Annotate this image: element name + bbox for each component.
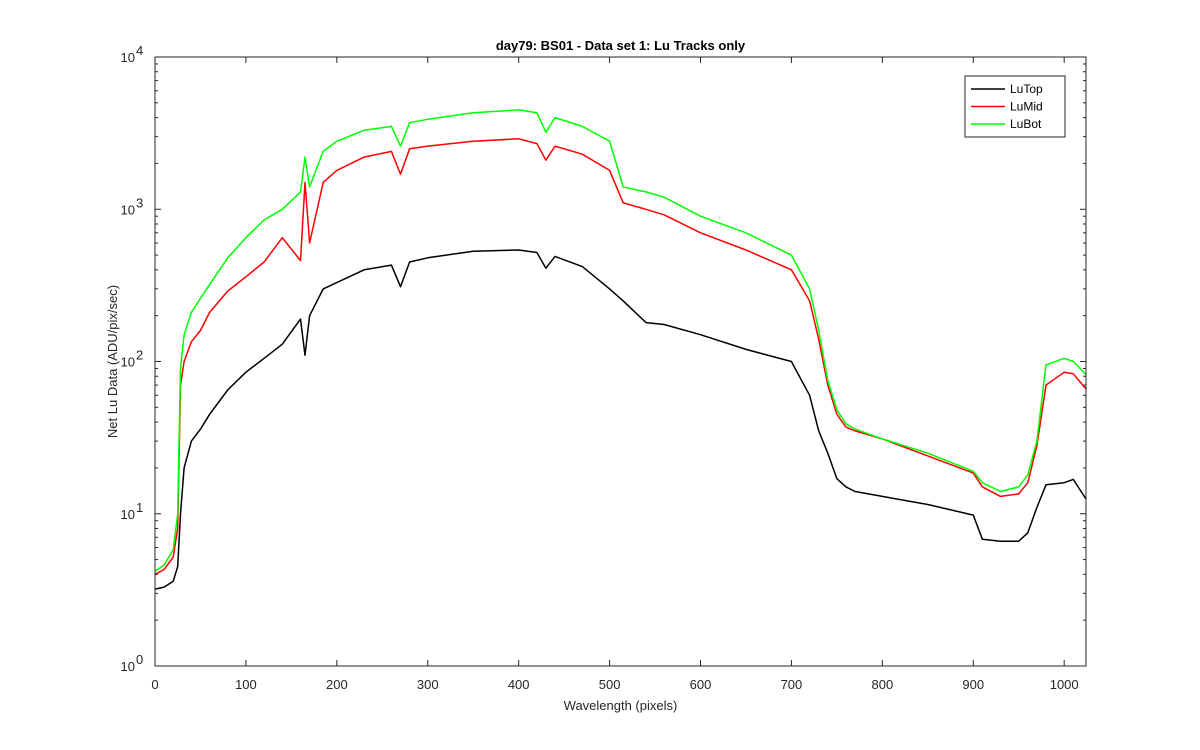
x-tick-label: 800 xyxy=(871,677,893,692)
y-tick-label-exponent: 0 xyxy=(136,652,143,667)
x-axis-label: Wavelength (pixels) xyxy=(564,698,678,713)
y-tick-label-exponent: 4 xyxy=(136,43,143,58)
x-tick-label: 700 xyxy=(781,677,803,692)
legend-label-lumid: LuMid xyxy=(1010,100,1043,114)
x-tick-label: 1000 xyxy=(1050,677,1079,692)
legend: LuTop LuMid LuBot xyxy=(964,75,1066,138)
y-tick-label: 10 xyxy=(121,50,135,65)
plot-area xyxy=(155,57,1086,666)
y-tick-label-exponent: 2 xyxy=(136,348,143,363)
y-tick-label: 10 xyxy=(121,202,135,217)
x-tick-label: 100 xyxy=(235,677,257,692)
x-tick-label: 900 xyxy=(962,677,984,692)
legend-label-lutop: LuTop xyxy=(1010,82,1043,96)
y-tick-label: 10 xyxy=(121,507,135,522)
series-line-lumid xyxy=(154,138,1087,575)
y-tick-label: 10 xyxy=(121,355,135,370)
y-tick-label: 10 xyxy=(121,659,135,674)
series-line-lutop xyxy=(154,249,1087,590)
x-tick-label: 600 xyxy=(690,677,712,692)
legend-label-lubot: LuBot xyxy=(1010,117,1042,131)
x-tick-label: 200 xyxy=(326,677,348,692)
x-tick-label: 300 xyxy=(417,677,439,692)
series-layer xyxy=(154,109,1087,590)
series-line-lubot xyxy=(154,109,1087,572)
x-tick-label: 500 xyxy=(599,677,621,692)
x-tick-label: 0 xyxy=(151,677,158,692)
y-tick-label-exponent: 3 xyxy=(136,195,143,210)
chart-title: day79: BS01 - Data set 1: Lu Tracks only xyxy=(496,38,746,53)
y-tick-label-exponent: 1 xyxy=(136,500,143,515)
x-tick-label: 400 xyxy=(508,677,530,692)
y-axis-label: Net Lu Data (ADU/pix/sec) xyxy=(105,285,120,438)
